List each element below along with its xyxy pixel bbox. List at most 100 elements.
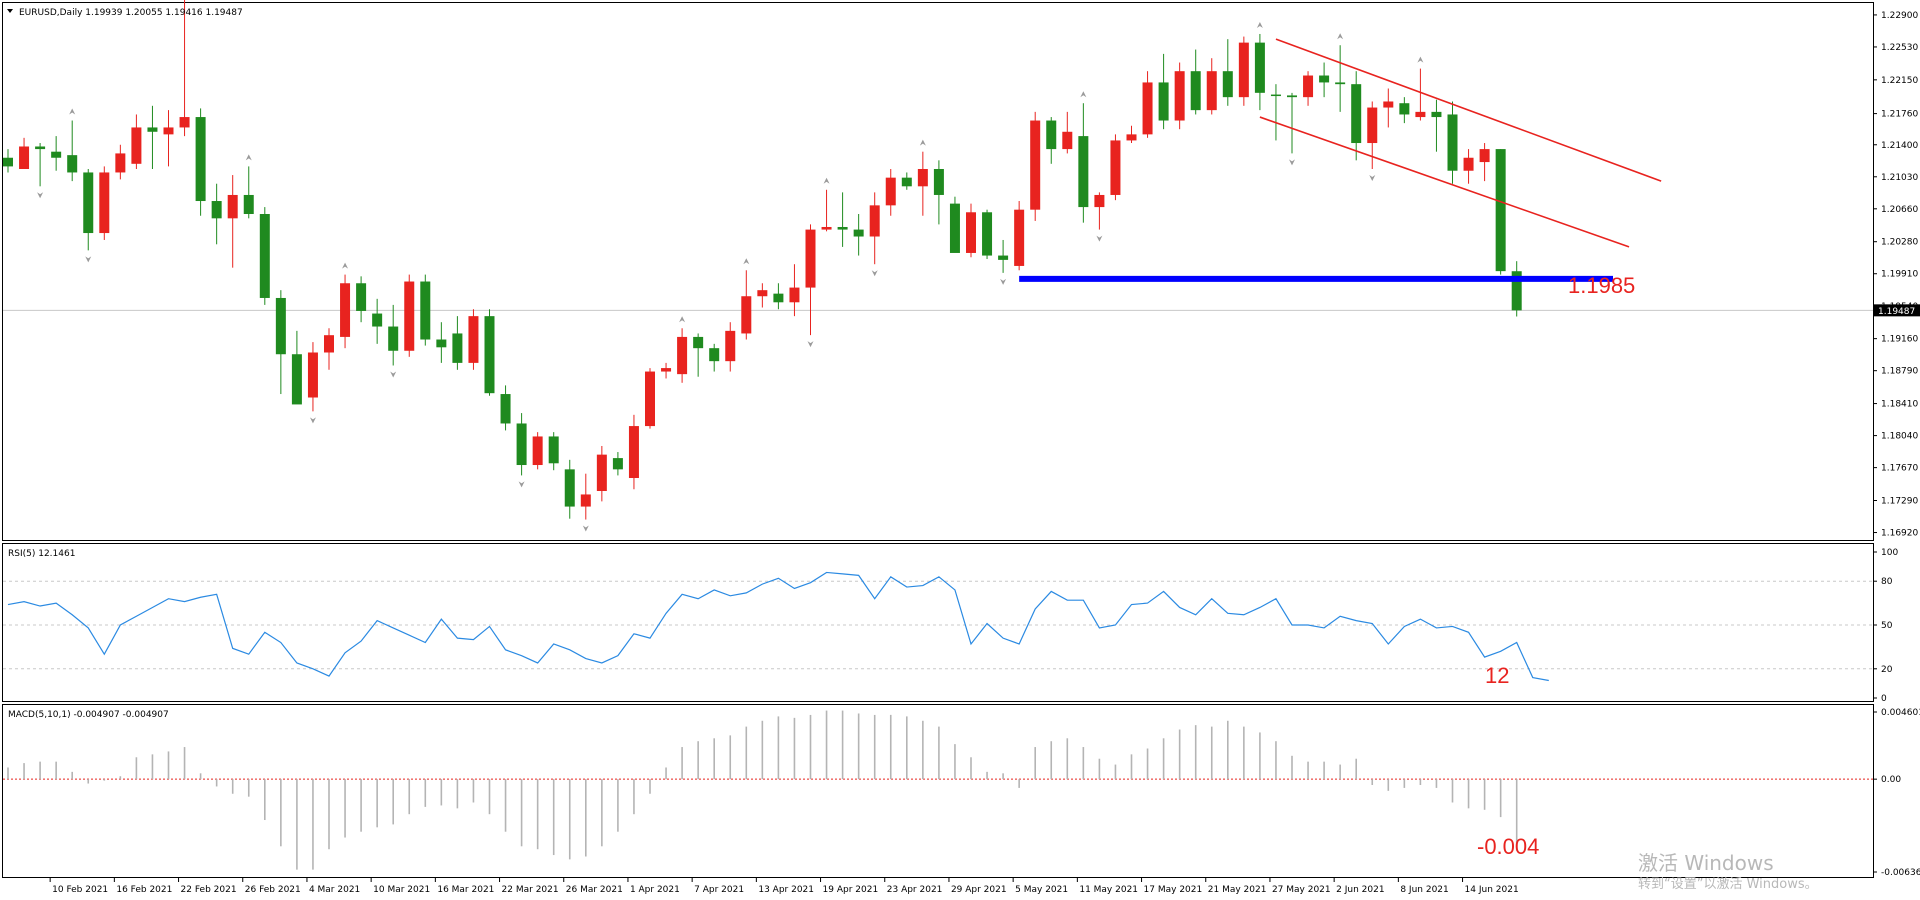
price-tick-label: 1.22530 xyxy=(1881,43,1918,53)
fractal-down-icon xyxy=(807,341,814,348)
date-tick-label: 11 May 2021 xyxy=(1079,885,1138,895)
price-panel-frame xyxy=(2,2,1874,541)
candle-body xyxy=(340,283,351,337)
candle-body xyxy=(1511,271,1522,311)
candle-body xyxy=(35,146,46,150)
candle-body xyxy=(516,423,527,466)
candle-body xyxy=(1094,194,1105,208)
candle-body xyxy=(966,212,976,253)
price-panel-header: EURUSD,Daily 1.19939 1.20055 1.19416 1.1… xyxy=(19,8,243,18)
price-tick-label: 1.20660 xyxy=(1881,205,1918,215)
fractal-down-icon xyxy=(85,256,92,263)
date-tick-label: 22 Feb 2021 xyxy=(181,885,237,895)
macd-tick-label: 0.00 xyxy=(1881,775,1901,785)
candle-body xyxy=(773,293,784,303)
candle-body xyxy=(1479,149,1490,163)
candle-body xyxy=(1206,71,1217,111)
candle-body xyxy=(147,127,158,132)
candle-body xyxy=(404,281,415,351)
candle-body xyxy=(1351,84,1362,144)
candle-body xyxy=(612,458,623,470)
rsi-tick-label: 20 xyxy=(1881,665,1893,675)
rsi-series-layer xyxy=(7,571,1549,682)
candle-body xyxy=(356,283,367,311)
date-tick-label: 21 May 2021 xyxy=(1208,885,1267,895)
candle-body xyxy=(933,168,944,195)
candle-body xyxy=(693,336,704,349)
candle-body xyxy=(19,146,30,169)
candle-body xyxy=(1270,94,1281,97)
candle-body xyxy=(757,290,768,297)
watermark-line1: 激活 Windows xyxy=(1638,851,1774,875)
macd-value-label: -0.004 xyxy=(1477,834,1539,859)
candle-body xyxy=(1463,157,1474,171)
candle-body xyxy=(275,297,286,355)
fractal-down-icon xyxy=(37,192,44,199)
candle-body xyxy=(596,454,607,491)
candle-body xyxy=(388,326,399,351)
candle-body xyxy=(227,194,238,219)
date-tick-label: 2 Jun 2021 xyxy=(1336,885,1384,895)
candle-body xyxy=(179,117,190,128)
candle-body xyxy=(1415,111,1426,118)
candle-body xyxy=(1222,71,1233,98)
price-tick-label: 1.22150 xyxy=(1881,76,1918,86)
price-panel[interactable]: 1.22900 1.22530 1.22150 1.21760 1.21400 1.210… xyxy=(2,0,1920,541)
date-tick-label: 19 Apr 2021 xyxy=(823,885,879,895)
rsi-panel-header: RSI(5) 12.1461 xyxy=(8,549,75,559)
candles-layer xyxy=(3,0,1522,532)
candle-body xyxy=(452,333,463,363)
candle-body xyxy=(1110,140,1121,195)
date-tick-label: 16 Feb 2021 xyxy=(116,885,172,895)
candle-body xyxy=(291,354,302,405)
price-tick-label: 1.22900 xyxy=(1881,11,1918,21)
candle-body xyxy=(805,229,816,288)
fractal-up-icon xyxy=(1337,33,1344,40)
fractal-up-icon xyxy=(823,177,830,184)
support-level-label: 1.1985 xyxy=(1568,273,1635,298)
candle-body xyxy=(1062,131,1073,150)
rsi-tick-label: 0 xyxy=(1881,694,1887,704)
price-tick-label: 1.19160 xyxy=(1881,335,1918,345)
candle-body xyxy=(885,177,896,206)
fractal-up-icon xyxy=(342,262,349,269)
price-tick-label: 1.16920 xyxy=(1881,529,1918,539)
candle-body xyxy=(741,296,752,334)
fractal-down-icon xyxy=(390,371,397,378)
candle-body xyxy=(580,494,591,507)
candle-body xyxy=(1190,71,1201,111)
candle-body xyxy=(1126,134,1137,141)
candle-body xyxy=(998,255,1009,260)
date-tick-label: 4 Mar 2021 xyxy=(309,885,360,895)
rsi-panel-frame xyxy=(2,543,1874,702)
rsi-tick-label: 100 xyxy=(1881,548,1898,558)
rsi-tick-label: 80 xyxy=(1881,577,1893,587)
date-tick-label: 16 Mar 2021 xyxy=(437,885,494,895)
current-price-box xyxy=(1874,304,1920,317)
candle-body xyxy=(211,201,222,219)
macd-panel[interactable]: 0.004601 0.00 -0.006361 MACD(5,10,1) -0.00… xyxy=(2,704,1920,879)
candle-body xyxy=(901,177,912,187)
candle-body xyxy=(420,281,431,340)
rsi-panel[interactable]: 100 80 50 20 0 RSI(5) 12.1461 12 xyxy=(2,543,1899,705)
candle-body xyxy=(1158,82,1169,121)
candle-body xyxy=(1030,120,1041,210)
macd-panel-frame xyxy=(2,704,1874,878)
price-tick-label: 1.18410 xyxy=(1881,400,1918,410)
candle-body xyxy=(259,214,270,298)
candle-body xyxy=(51,151,62,158)
date-tick-label: 27 May 2021 xyxy=(1272,885,1331,895)
candle-body xyxy=(789,287,800,303)
candle-body xyxy=(869,205,880,237)
candle-body xyxy=(1447,114,1458,171)
candle-body xyxy=(1078,136,1089,208)
date-tick-label: 8 Jun 2021 xyxy=(1400,885,1448,895)
panel-menu-triangle-icon[interactable] xyxy=(7,9,13,13)
price-tick-label: 1.17290 xyxy=(1881,497,1918,507)
current-price-label: 1.19487 xyxy=(1878,307,1915,317)
candle-body xyxy=(484,316,495,394)
candle-body xyxy=(1014,209,1025,266)
candle-body xyxy=(195,117,206,202)
macd-panel-header: MACD(5,10,1) -0.004907 -0.004907 xyxy=(8,710,169,720)
